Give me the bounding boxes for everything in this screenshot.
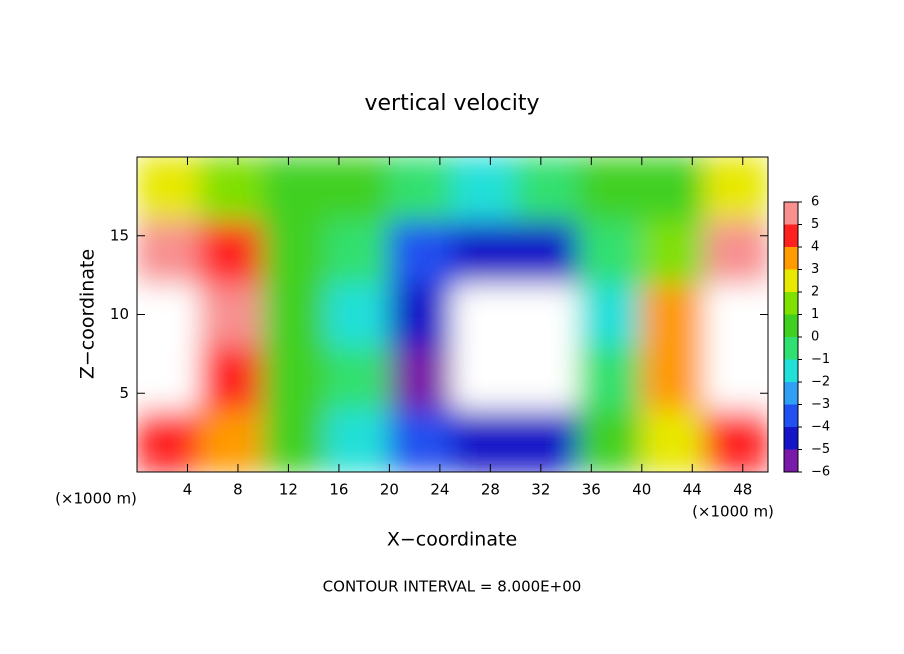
x-tick-label: 44 <box>683 481 702 499</box>
cell <box>577 157 643 221</box>
cell <box>262 282 328 347</box>
cell <box>325 345 391 410</box>
cell <box>388 408 454 472</box>
cell <box>451 282 517 347</box>
x-tick-label: 40 <box>632 481 651 499</box>
x-tick-label: 8 <box>233 481 243 499</box>
colorbar-tick-label: 3 <box>811 262 819 277</box>
cell <box>514 345 580 410</box>
field-cells <box>137 157 768 472</box>
colorbar-swatch <box>784 292 798 315</box>
colorbar-tick-label: −4 <box>811 420 830 435</box>
colorbar-swatch <box>784 337 798 360</box>
cell <box>262 219 328 284</box>
colorbar-tick-label: 1 <box>811 307 819 322</box>
cell <box>262 157 328 221</box>
cell <box>451 157 517 221</box>
cell <box>137 345 202 410</box>
colorbar-tick-label: 6 <box>811 195 819 210</box>
colorbar-swatch <box>784 247 798 270</box>
x-tick-label: 36 <box>582 481 601 499</box>
cell <box>388 345 454 410</box>
colorbar-tick-label: 2 <box>811 285 819 300</box>
colorbar-tick-label: 0 <box>811 330 819 345</box>
x-tick-label: 48 <box>733 481 752 499</box>
colorbar-swatch <box>784 427 798 450</box>
cell <box>577 345 643 410</box>
x-tick-label: 16 <box>329 481 348 499</box>
y-tick-label: 10 <box>110 305 129 323</box>
x-tick-label: 12 <box>279 481 298 499</box>
cell <box>137 157 202 221</box>
cell <box>577 408 643 472</box>
colorbar-tick-label: −2 <box>811 375 830 390</box>
cell <box>262 408 328 472</box>
cell <box>262 345 328 410</box>
cell <box>325 408 391 472</box>
cell <box>451 345 517 410</box>
cell <box>451 219 517 284</box>
cell <box>137 408 202 472</box>
cell <box>703 408 768 472</box>
footnote: CONTOUR INTERVAL = 8.000E+00 <box>323 578 582 596</box>
cell <box>640 408 706 472</box>
cell <box>514 408 580 472</box>
colorbar-swatch <box>784 359 798 382</box>
cell <box>325 282 391 347</box>
cell <box>514 219 580 284</box>
x-tick-label: 4 <box>183 481 193 499</box>
cell <box>640 282 706 347</box>
cell <box>199 408 265 472</box>
colorbar-swatch <box>784 202 798 225</box>
cell <box>388 157 454 221</box>
cell <box>325 157 391 221</box>
cell <box>640 219 706 284</box>
colorbar-swatch <box>784 269 798 292</box>
colorbar-tick-label: 4 <box>811 240 819 255</box>
colorbar-tick-label: −1 <box>811 352 830 367</box>
colorbar-swatch <box>784 224 798 247</box>
cell <box>325 219 391 284</box>
y-axis-label: Z−coordinate <box>77 249 99 379</box>
cell <box>388 282 454 347</box>
x-unit: (×1000 m) <box>692 503 774 521</box>
colorbar-tick-label: −6 <box>811 465 830 480</box>
x-tick-label: 28 <box>481 481 500 499</box>
y-tick-label: 5 <box>119 384 129 402</box>
colorbar-swatch <box>784 404 798 427</box>
cell <box>703 219 768 284</box>
colorbar-tick-label: −5 <box>811 442 830 457</box>
cell <box>514 157 580 221</box>
field <box>137 157 768 472</box>
cell <box>703 282 768 347</box>
cell <box>199 219 265 284</box>
x-tick-label: 24 <box>430 481 449 499</box>
cell <box>577 219 643 284</box>
x-axis-label: X−coordinate <box>387 529 517 551</box>
colorbar-tick-label: −3 <box>811 397 830 412</box>
x-unit: (×1000 m) <box>55 490 137 508</box>
x-tick-label: 32 <box>531 481 550 499</box>
y-tick-label: 15 <box>110 226 129 244</box>
cell <box>514 282 580 347</box>
cell <box>199 157 265 221</box>
cell <box>137 219 202 284</box>
cell <box>703 345 768 410</box>
colorbar-swatch <box>784 314 798 337</box>
colorbar-swatch <box>784 449 798 472</box>
cell <box>199 282 265 347</box>
colorbar-tick-label: 5 <box>811 217 819 232</box>
cell <box>640 345 706 410</box>
cell <box>640 157 706 221</box>
colorbar-swatch <box>784 382 798 405</box>
cell <box>703 157 768 221</box>
cell <box>388 219 454 284</box>
cell <box>577 282 643 347</box>
x-tick-label: 20 <box>380 481 399 499</box>
cell <box>199 345 265 410</box>
cell <box>137 282 202 347</box>
cell <box>451 408 517 472</box>
chart-title: vertical velocity <box>364 91 539 116</box>
